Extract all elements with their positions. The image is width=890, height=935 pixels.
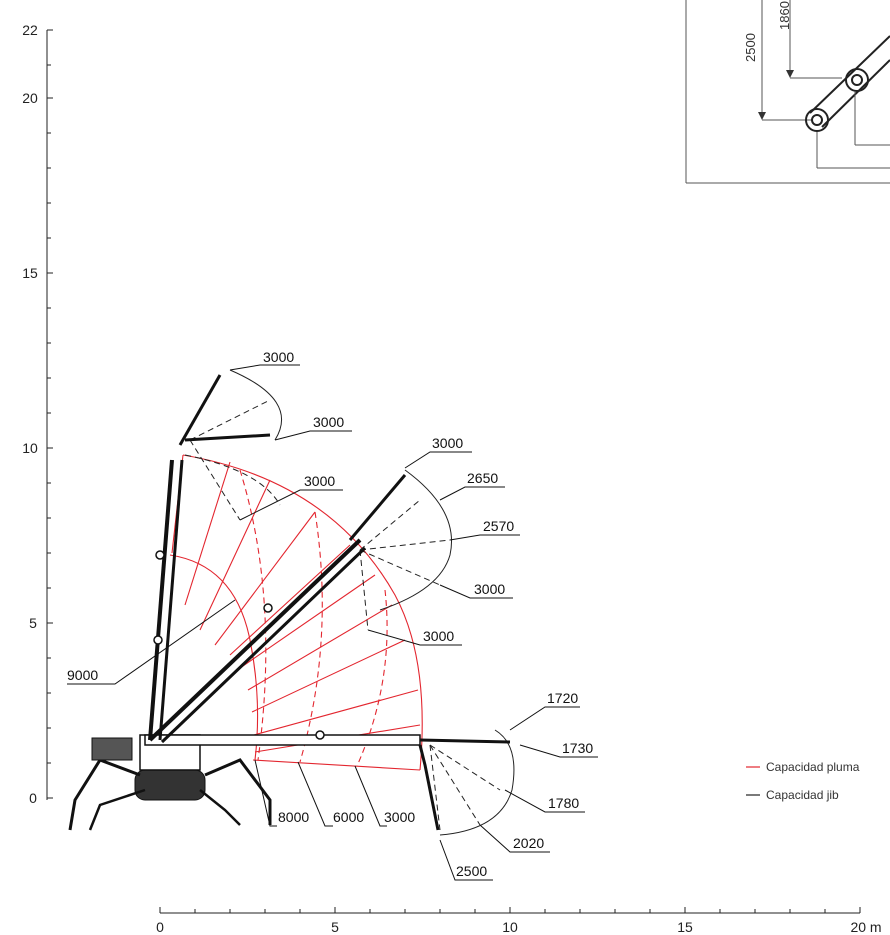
label-3000-bottom: 3000	[384, 809, 415, 825]
label-2650: 2650	[467, 470, 498, 486]
label-3000-boom-mid: 3000	[423, 628, 454, 644]
y-tick-22: 22	[22, 22, 38, 38]
x-tick-0: 0	[156, 919, 164, 935]
label-1730: 1730	[562, 740, 593, 756]
label-2570: 2570	[483, 518, 514, 534]
label-3000-jib-mid: 3000	[432, 435, 463, 451]
label-6000: 6000	[333, 809, 364, 825]
x-tick-5: 5	[331, 919, 339, 935]
label-2500: 2500	[456, 863, 487, 879]
legend-jib-label: Capacidad jib	[766, 788, 839, 802]
x-tick-15: 15	[677, 919, 693, 935]
y-tick-20: 20	[22, 90, 38, 106]
label-2020: 2020	[513, 835, 544, 851]
label-8000: 8000	[278, 809, 309, 825]
inset-label-1860: 1860	[777, 1, 792, 30]
y-axis: 0 5 10 15 20 22	[22, 22, 53, 806]
label-3000-boom-top: 3000	[304, 473, 335, 489]
label-3000-jib-top-2: 3000	[313, 414, 344, 430]
legend-boom-label: Capacidad pluma	[766, 760, 860, 774]
inset-label-2500: 2500	[743, 33, 758, 62]
y-tick-15: 15	[22, 265, 38, 281]
x-tick-20: 20 m	[850, 919, 881, 935]
y-tick-0: 0	[29, 790, 37, 806]
inset-detail: 2500 1860	[685, 0, 890, 184]
callouts	[67, 364, 598, 881]
label-3000-jib-top: 3000	[263, 349, 294, 365]
label-1720: 1720	[547, 690, 578, 706]
x-tick-10: 10	[502, 919, 518, 935]
y-tick-10: 10	[22, 440, 38, 456]
legend: Capacidad pluma Capacidad jib	[746, 760, 860, 802]
label-3000-jib-mid-2: 3000	[474, 581, 505, 597]
x-axis: 0 5 10 15 20 m	[156, 907, 882, 935]
label-1780: 1780	[548, 795, 579, 811]
crane-machine	[68, 374, 511, 831]
label-9000: 9000	[67, 667, 98, 683]
y-tick-5: 5	[29, 615, 37, 631]
